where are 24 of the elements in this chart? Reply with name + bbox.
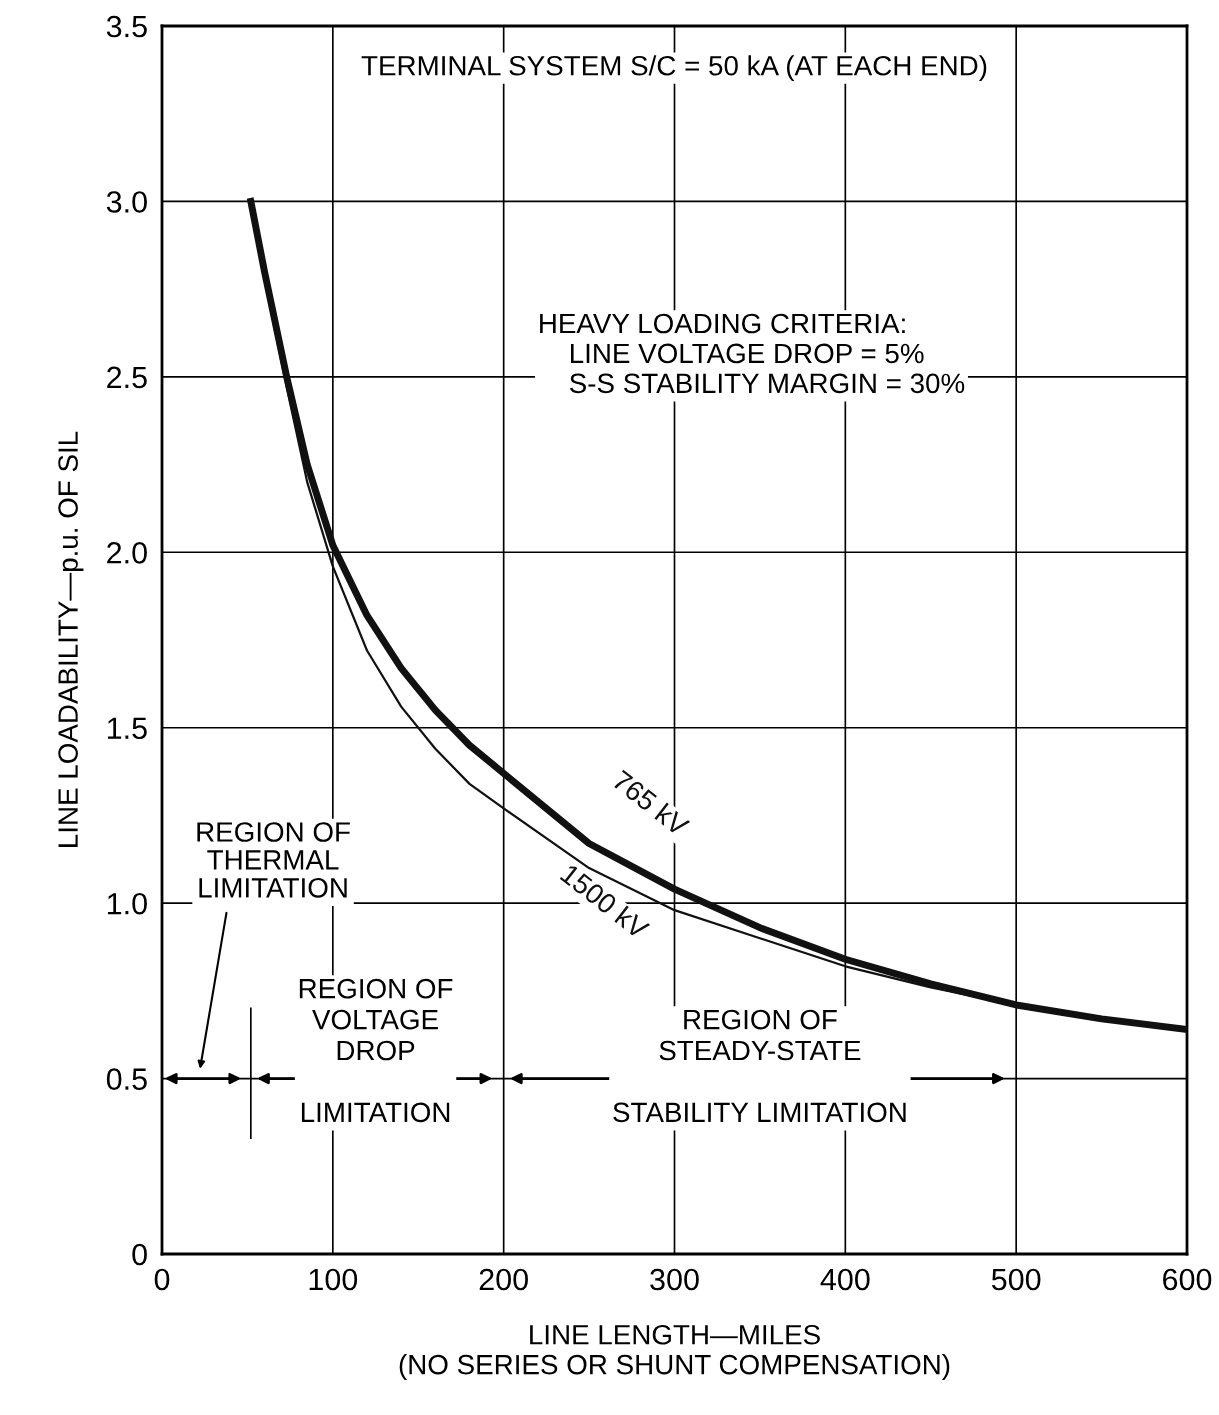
text: 1500 kV [559,862,651,941]
text: REGION OF STEADY-STATE STABILITY LIMITATION [613,1009,906,1123]
y-tick-label: 3.5 [106,15,147,38]
y-tick-label: 3.0 [106,191,147,213]
y-tick-label: 0.5 [106,1068,147,1090]
y-tick-label: 0 [132,1243,147,1266]
y-axis-title: LINE LOADABILITY—p.u. OF SIL [58,431,84,847]
x-tick-label: 300 [650,1268,699,1291]
x-tick-label: 100 [309,1268,358,1291]
y-tick-label: 1.0 [107,892,147,915]
x-tick-label: 500 [991,1268,1041,1291]
y-tick-label: 2.5 [107,366,147,389]
y-tick-label: 1.5 [107,717,147,740]
y-tick-label: 2.0 [107,542,147,564]
annotation: REGION OF THERMAL LIMITATION [197,822,350,898]
text: 765 kV [611,768,691,838]
x-tick-label: 600 [1163,1268,1212,1291]
x-tick-label: 0 [154,1268,170,1291]
annotation: TERMINAL SYSTEM S/C = 50 kA (AT EACH END) [361,55,987,82]
x-tick-label: 400 [820,1268,870,1291]
x-axis-title: LINE LENGTH—MILES (NO SERIES OR SHUNT COMPENSATION) [399,1324,950,1380]
text: REGION OF VOLTAGE DROP LIMITATION [299,978,453,1123]
annotation: HEAVY LOADING CRITERIA: LINE VOLTAGE DROP = 5% S-S STABILITY MARGIN = 30% [540,313,965,394]
x-tick-label: 200 [479,1268,528,1291]
